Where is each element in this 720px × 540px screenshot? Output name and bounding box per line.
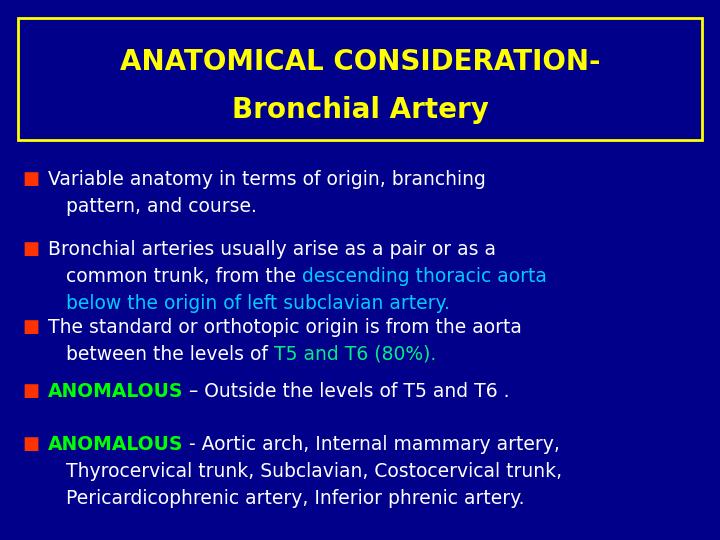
Text: Bronchial arteries usually arise as a pair or as a: Bronchial arteries usually arise as a pa… (48, 240, 496, 259)
Text: descending thoracic aorta: descending thoracic aorta (302, 267, 547, 286)
Text: pattern, and course.: pattern, and course. (66, 197, 257, 216)
Text: ■: ■ (22, 170, 39, 188)
Text: Pericardicophrenic artery, Inferior phrenic artery.: Pericardicophrenic artery, Inferior phre… (66, 489, 524, 508)
Text: between the levels of: between the levels of (66, 345, 274, 364)
Text: Bronchial Artery: Bronchial Artery (232, 96, 488, 124)
Text: ■: ■ (22, 382, 39, 400)
Text: ■: ■ (22, 318, 39, 336)
Text: ■: ■ (22, 240, 39, 258)
Text: Variable anatomy in terms of origin, branching: Variable anatomy in terms of origin, bra… (48, 170, 486, 189)
Text: ■: ■ (22, 435, 39, 453)
Text: – Outside the levels of T5 and T6 .: – Outside the levels of T5 and T6 . (184, 382, 510, 401)
Text: below the origin of left subclavian artery.: below the origin of left subclavian arte… (66, 294, 450, 313)
Bar (18, 18, 702, 140)
Text: T5 and T6 (80%).: T5 and T6 (80%). (274, 345, 436, 364)
Text: - Aortic arch, Internal mammary artery,: - Aortic arch, Internal mammary artery, (184, 435, 560, 454)
Text: common trunk, from the: common trunk, from the (66, 267, 302, 286)
Text: ANOMALOUS: ANOMALOUS (48, 382, 184, 401)
Text: Thyrocervical trunk, Subclavian, Costocervical trunk,: Thyrocervical trunk, Subclavian, Costoce… (66, 462, 562, 481)
Text: The standard or orthotopic origin is from the aorta: The standard or orthotopic origin is fro… (48, 318, 522, 337)
Text: ANOMALOUS: ANOMALOUS (48, 435, 184, 454)
Text: ANATOMICAL CONSIDERATION-: ANATOMICAL CONSIDERATION- (120, 48, 600, 76)
